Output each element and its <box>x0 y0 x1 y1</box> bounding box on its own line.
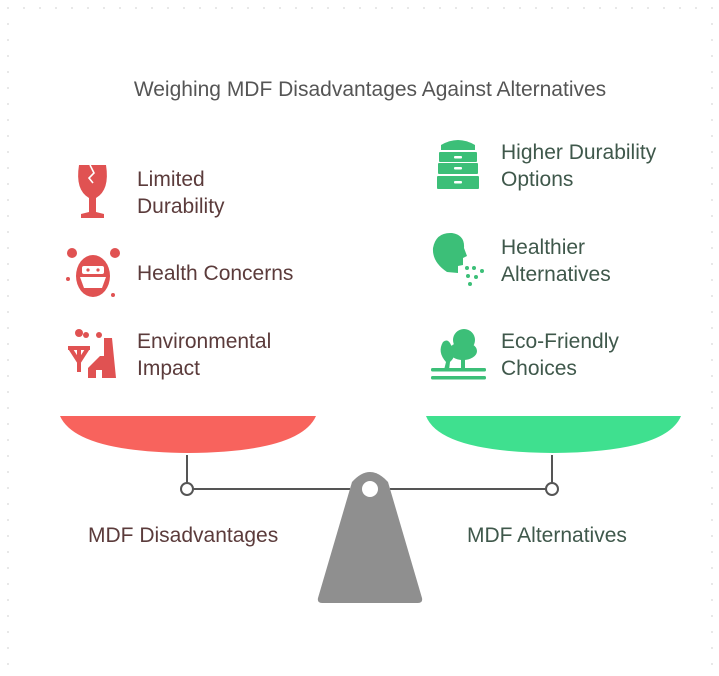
item-line: Limited <box>137 168 205 191</box>
pollution-factory-icon <box>68 329 116 378</box>
item-eco-friendly: Eco-Friendly Choices <box>501 328 619 382</box>
item-line: Durability <box>137 195 225 218</box>
left-side-label: MDF Disadvantages <box>88 524 279 547</box>
page-title: Weighing MDF Disadvantages Against Alter… <box>133 78 607 101</box>
item-line: Higher Durability <box>501 141 657 164</box>
item-line: Eco-Friendly <box>501 330 619 353</box>
item-line: Healthier <box>501 236 586 259</box>
item-higher-durability: Higher Durability Options <box>501 139 656 193</box>
right-side-label: MDF Alternatives <box>467 524 627 547</box>
left-pan <box>60 416 316 453</box>
item-line: Choices <box>501 357 577 380</box>
item-line: Alternatives <box>501 263 611 286</box>
item-line: Options <box>501 168 574 191</box>
broken-glass-icon <box>78 164 107 218</box>
masked-face-icon <box>66 248 120 297</box>
fulcrum <box>317 472 423 603</box>
breathing-head-icon <box>432 232 484 286</box>
item-health-concerns: Health Concerns <box>137 260 293 287</box>
item-environmental-impact: Environmental Impact <box>137 328 271 382</box>
item-healthier-alternatives: Healthier Alternatives <box>501 234 611 288</box>
item-line: Environmental <box>137 330 272 353</box>
item-line: Impact <box>137 357 201 380</box>
item-line: Health Concerns <box>137 262 294 285</box>
drawer-cabinet-icon <box>437 140 479 189</box>
right-pan <box>426 416 681 453</box>
item-limited-durability: Limited Durability <box>137 166 225 220</box>
trees-icon <box>431 329 486 380</box>
